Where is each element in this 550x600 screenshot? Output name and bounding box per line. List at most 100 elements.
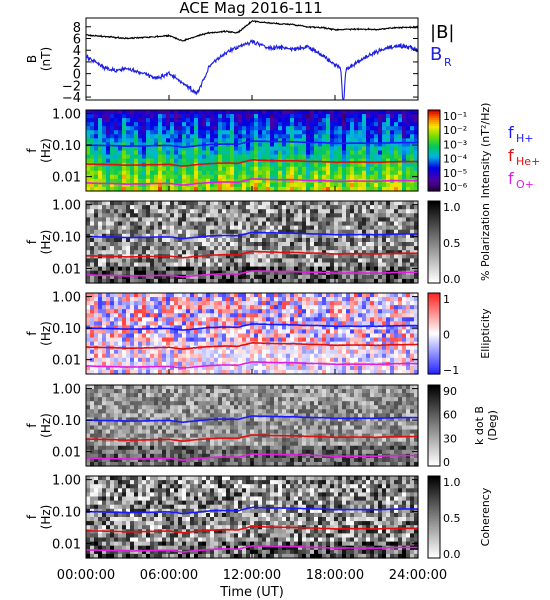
spectrogram-cell	[394, 349, 399, 355]
spectrogram-cell	[210, 213, 215, 218]
spectrogram-cell	[306, 150, 311, 156]
spectrogram-cell	[358, 142, 363, 148]
spectrogram-cell	[354, 154, 359, 160]
spectrogram-cell	[134, 325, 139, 331]
spectrogram-cell	[134, 297, 139, 302]
spectrogram-cell	[262, 305, 267, 310]
spectrogram-cell	[330, 250, 335, 255]
spectrogram-cell	[294, 146, 299, 152]
spectrogram-cell	[206, 118, 211, 123]
spectrogram-cell	[286, 274, 291, 280]
colorbar-cell	[428, 182, 440, 186]
spectrogram-cell	[182, 201, 187, 206]
spectrogram-cell	[290, 305, 295, 310]
spectrogram-cell	[202, 110, 207, 115]
spectrogram-cell	[246, 221, 251, 227]
spectrogram-cell	[242, 274, 247, 280]
spectrogram-cell	[274, 174, 279, 180]
spectrogram-cell	[254, 114, 259, 119]
spectrogram-cell	[286, 254, 291, 259]
spectrogram-cell	[394, 301, 399, 306]
spectrogram-cell	[370, 134, 375, 139]
spectrogram-cell	[294, 242, 299, 247]
spectrogram-cell	[194, 270, 199, 276]
spectrogram-cell	[362, 246, 367, 251]
spectrogram-cell	[274, 297, 279, 302]
spectrogram-cell	[314, 237, 319, 243]
spectrogram-cell	[166, 201, 171, 206]
spectrogram-cell	[390, 317, 395, 322]
spectrogram-cell	[214, 270, 219, 276]
spectrogram-cell	[330, 317, 335, 322]
spectrogram-cell	[126, 201, 131, 206]
spectrogram-cell	[210, 118, 215, 123]
spectrogram-cell	[278, 270, 283, 276]
spectrogram-cell	[406, 266, 411, 272]
spectrogram-cell	[266, 130, 271, 135]
spectrogram-cell	[342, 246, 347, 251]
spectrogram-cell	[390, 349, 395, 355]
spectrogram-cell	[346, 182, 351, 188]
spectrogram-cell	[194, 229, 199, 235]
colorbar-cell	[428, 162, 440, 166]
spectrogram-cell	[374, 258, 379, 264]
spectrogram-cell	[250, 246, 255, 251]
spectrogram-cell	[222, 162, 227, 168]
spectrogram-cell	[358, 274, 363, 280]
spectrogram-cell	[178, 329, 183, 335]
spectrogram-cell	[162, 309, 167, 314]
spectrogram-cell	[318, 313, 323, 318]
spectrogram-cell	[190, 209, 195, 214]
spectrogram-cell	[302, 329, 307, 335]
spectrogram-cell	[190, 297, 195, 302]
spectrogram-cell	[254, 205, 259, 210]
spectrogram-cell	[410, 246, 415, 251]
spectrogram-cell	[134, 274, 139, 280]
spectrogram-cell	[350, 321, 355, 326]
spectrogram-cell	[130, 317, 135, 322]
spectrogram-cell	[406, 301, 411, 306]
spectrogram-cell	[314, 278, 319, 284]
spectrogram-cell	[202, 154, 207, 160]
spectrogram-cell	[102, 118, 107, 123]
spectrogram-cell	[94, 225, 99, 231]
spectrogram-cell	[382, 349, 387, 355]
spectrogram-cell	[90, 246, 95, 251]
spectrogram-cell	[198, 154, 203, 160]
spectrogram-cell	[266, 186, 271, 192]
spectrogram-cell	[98, 237, 103, 243]
spectrogram-cell	[166, 182, 171, 188]
spectrogram-cell	[250, 134, 255, 139]
spectrogram-cell	[378, 122, 383, 127]
spectrogram-cell	[298, 225, 303, 231]
spectrogram-cell	[382, 150, 387, 156]
spectrogram-cell	[398, 237, 403, 243]
spectrogram-cell	[314, 317, 319, 322]
spectrogram-cell	[202, 278, 207, 284]
spectrogram-cell	[362, 146, 367, 152]
spectrogram-cell	[266, 325, 271, 331]
spectrogram-cell	[294, 182, 299, 188]
spectrogram-cell	[254, 333, 259, 339]
spectrogram-cell	[346, 158, 351, 164]
spectrogram-cell	[150, 146, 155, 152]
spectrogram-cell	[106, 293, 111, 298]
spectrogram-cell	[402, 254, 407, 259]
spectrogram-cell	[262, 217, 267, 223]
f-hplus-line	[85, 231, 418, 240]
spectrogram-cell	[242, 305, 247, 310]
spectrogram-cell	[322, 209, 327, 214]
spectrogram-cell	[410, 205, 415, 210]
spectrogram-cell	[234, 262, 239, 268]
spectrogram-cell	[274, 361, 279, 367]
spectrogram-cell	[94, 154, 99, 160]
spectrogram-cell	[298, 217, 303, 223]
colorbar-cell	[428, 272, 440, 276]
spectrogram-cell	[302, 349, 307, 355]
spectrogram-cell	[302, 209, 307, 214]
spectrogram-cell	[194, 186, 199, 192]
spectrogram-cell	[338, 209, 343, 214]
spectrogram-cell	[386, 237, 391, 243]
spectrogram-cell	[318, 337, 323, 343]
spectrogram-cell	[218, 209, 223, 214]
